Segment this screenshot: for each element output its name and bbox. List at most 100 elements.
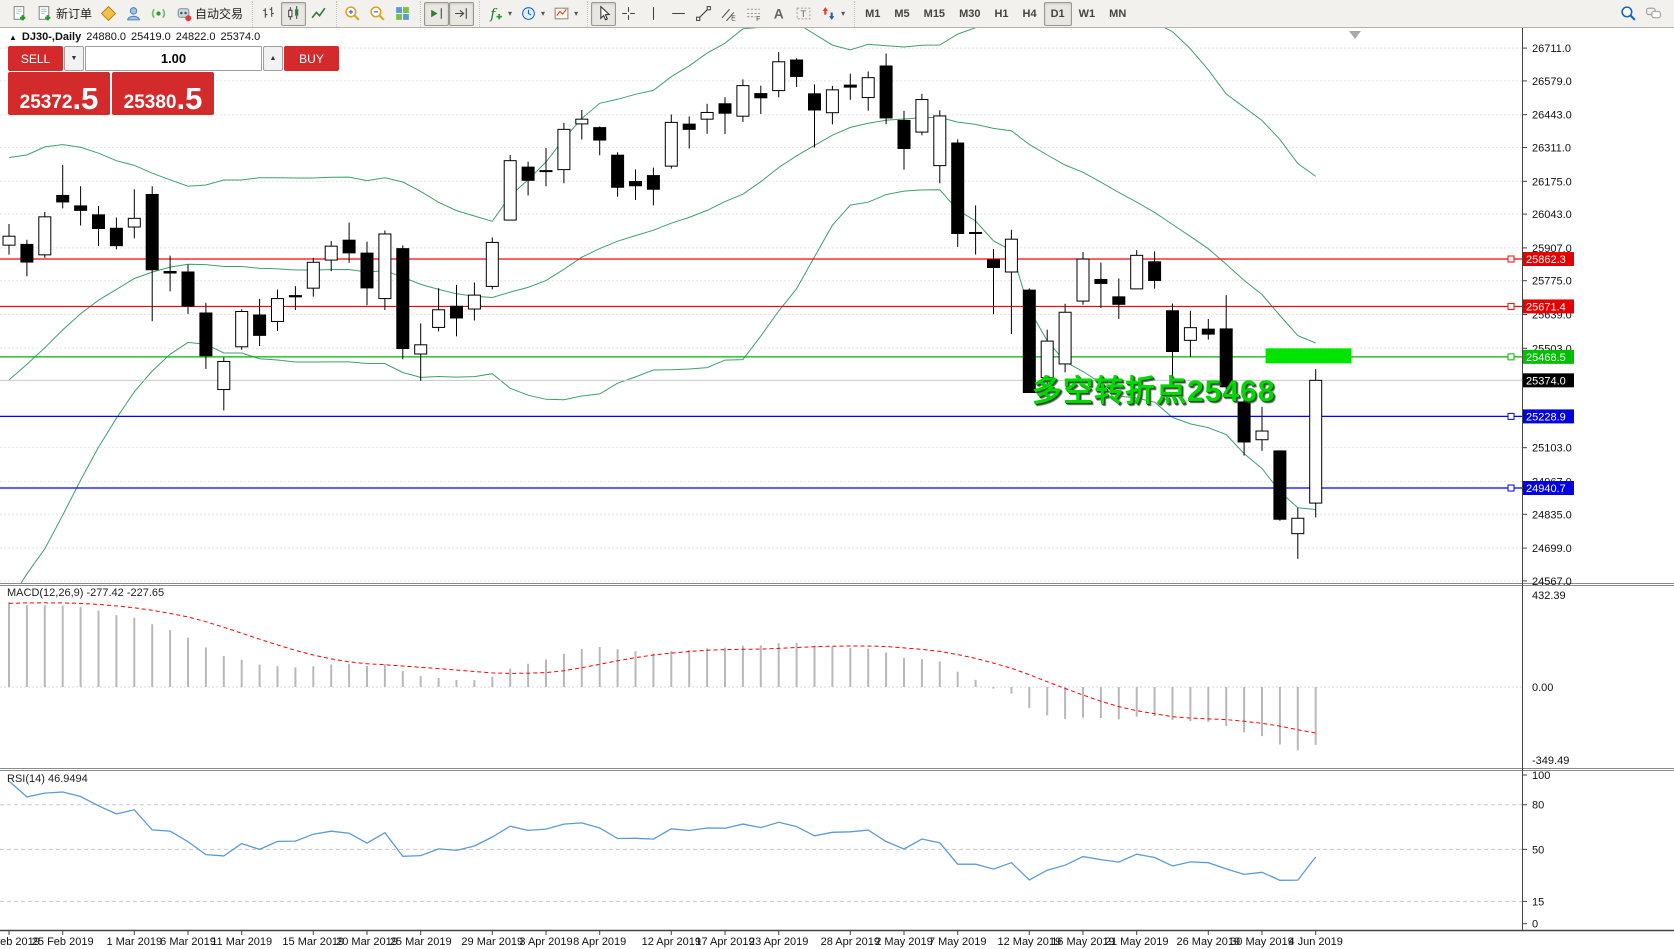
- new-chart-button[interactable]: [7, 2, 32, 26]
- timeframe-h1[interactable]: H1: [987, 2, 1015, 26]
- macd-panel: [0, 602, 1522, 751]
- sell-price-button[interactable]: 25372 .5: [8, 72, 110, 115]
- macd-label: MACD(12,26,9) -277.42 -227.65: [7, 587, 164, 599]
- timeframe-mn[interactable]: MN: [1102, 2, 1133, 26]
- svg-text:26175.0: 26175.0: [1532, 176, 1572, 188]
- arrows-button[interactable]: ▾: [816, 2, 849, 26]
- vline-button[interactable]: [641, 2, 666, 26]
- fibo-icon: F: [745, 5, 762, 23]
- svg-text:15: 15: [1532, 896, 1544, 908]
- auto-scroll-button[interactable]: [424, 1, 450, 26]
- pivot-annotation: 多空转折点25468: [1032, 375, 1276, 408]
- sell-price-main: 25372: [19, 92, 73, 113]
- svg-text:1 Mar 2019: 1 Mar 2019: [106, 936, 162, 948]
- arrows-icon: [820, 5, 837, 22]
- sell-button[interactable]: SELL: [8, 46, 63, 71]
- candlestick-chart-button[interactable]: [281, 1, 307, 26]
- chevron-down-icon: ▾: [574, 9, 579, 18]
- svg-text:0: 0: [1532, 919, 1538, 931]
- channel-button[interactable]: E: [716, 2, 741, 26]
- community-button[interactable]: [121, 2, 146, 26]
- crosshair-icon: [620, 5, 637, 22]
- macd-main-value: -277.42: [86, 587, 124, 599]
- timeframe-w1[interactable]: W1: [1072, 2, 1103, 26]
- timeframe-m15-label: M15: [923, 7, 946, 20]
- svg-text:25374.0: 25374.0: [1526, 375, 1566, 387]
- new-order-icon: [36, 5, 53, 22]
- indicators-button[interactable]: f ▾: [483, 2, 516, 26]
- cursor-button[interactable]: [591, 1, 617, 26]
- svg-text:21 May 2019: 21 May 2019: [1105, 936, 1169, 948]
- zoom-out-button[interactable]: [365, 2, 390, 26]
- text-button[interactable]: A: [766, 2, 791, 26]
- timeframe-h1-label: H1: [994, 7, 1009, 20]
- periods-icon: [520, 5, 537, 22]
- timeframe-h4[interactable]: H4: [1016, 2, 1044, 26]
- svg-text:16 May 2019: 16 May 2019: [1051, 936, 1115, 948]
- horizontal-level-lines[interactable]: [0, 255, 1522, 492]
- label-button[interactable]: T: [791, 2, 816, 26]
- timeframe-m1[interactable]: M1: [858, 2, 887, 26]
- crosshair-button[interactable]: [616, 2, 641, 26]
- timeframe-m5-label: M5: [894, 7, 910, 20]
- svg-text:50: 50: [1532, 844, 1544, 856]
- templates-button[interactable]: ▾: [549, 2, 582, 26]
- fibo-button[interactable]: F: [741, 2, 766, 26]
- tile-windows-button[interactable]: [390, 2, 415, 26]
- chat-icon: [1645, 5, 1662, 22]
- toolbar-group: 新订单 自动交易: [4, 1, 250, 27]
- timeframe-d1[interactable]: D1: [1043, 1, 1072, 26]
- new-order-button[interactable]: 新订单: [32, 2, 96, 26]
- community-icon: [125, 5, 142, 22]
- svg-text:26311.0: 26311.0: [1532, 142, 1571, 154]
- timeframe-mn-label: MN: [1109, 7, 1127, 20]
- highlight-zone[interactable]: [1265, 348, 1352, 364]
- buy-price-button[interactable]: 25380 .5: [112, 72, 214, 115]
- svg-text:25907.0: 25907.0: [1532, 243, 1572, 255]
- line-chart-icon: [310, 5, 327, 22]
- chart-shift-button[interactable]: [449, 1, 475, 26]
- toolbar-group: [420, 0, 477, 27]
- svg-text:25103.0: 25103.0: [1532, 443, 1572, 455]
- line-chart-button[interactable]: [306, 2, 331, 26]
- svg-text:A: A: [774, 5, 784, 21]
- indicators-icon: f: [487, 5, 504, 22]
- signals-button[interactable]: [146, 2, 171, 26]
- svg-text:17 Apr 2019: 17 Apr 2019: [695, 936, 754, 948]
- zoom-in-button[interactable]: [340, 2, 365, 26]
- svg-text:25671.4: 25671.4: [1526, 301, 1566, 313]
- search-button[interactable]: [1616, 2, 1641, 26]
- timeframe-m30[interactable]: M30: [952, 2, 987, 26]
- bar-chart-button[interactable]: [256, 2, 281, 26]
- chart-shift-icon: [453, 5, 470, 22]
- chat-button[interactable]: [1641, 2, 1666, 26]
- metaeditor-button[interactable]: [96, 2, 121, 26]
- autotrading-button[interactable]: 自动交易: [171, 2, 247, 26]
- symbol-period-label: DJ30-,Daily: [21, 31, 82, 43]
- cursor-icon: [595, 5, 612, 22]
- chart-shift-marker[interactable]: [1349, 31, 1361, 39]
- svg-text:6 Mar 2019: 6 Mar 2019: [160, 936, 216, 948]
- volume-decrease-button[interactable]: ▼: [64, 46, 84, 71]
- one-click-panel-toggle[interactable]: ▲: [9, 32, 17, 42]
- candlesticks[interactable]: [2, 52, 1323, 559]
- hline-icon: [670, 5, 687, 22]
- periods-button[interactable]: ▾: [516, 2, 549, 26]
- new-chart-icon: [11, 5, 28, 22]
- trendline-button[interactable]: [691, 2, 716, 26]
- volume-input[interactable]: [85, 46, 262, 71]
- svg-text:29 Mar 2019: 29 Mar 2019: [461, 936, 523, 948]
- price-axis[interactable]: 26711.0 26579.0 26443.0 26311.0 26175.0 26043…: [1522, 43, 1574, 931]
- timeframe-m1-label: M1: [865, 7, 881, 20]
- ohlc-open: 24880.0: [86, 31, 126, 43]
- buy-button[interactable]: BUY: [284, 46, 339, 71]
- hline-button[interactable]: [666, 2, 691, 26]
- timeframe-m5[interactable]: M5: [887, 2, 916, 26]
- svg-text:2 May 2019: 2 May 2019: [875, 936, 932, 948]
- timeframe-m15[interactable]: M15: [917, 2, 952, 26]
- svg-text:26443.0: 26443.0: [1532, 110, 1572, 122]
- volume-increase-button[interactable]: ▲: [263, 46, 283, 71]
